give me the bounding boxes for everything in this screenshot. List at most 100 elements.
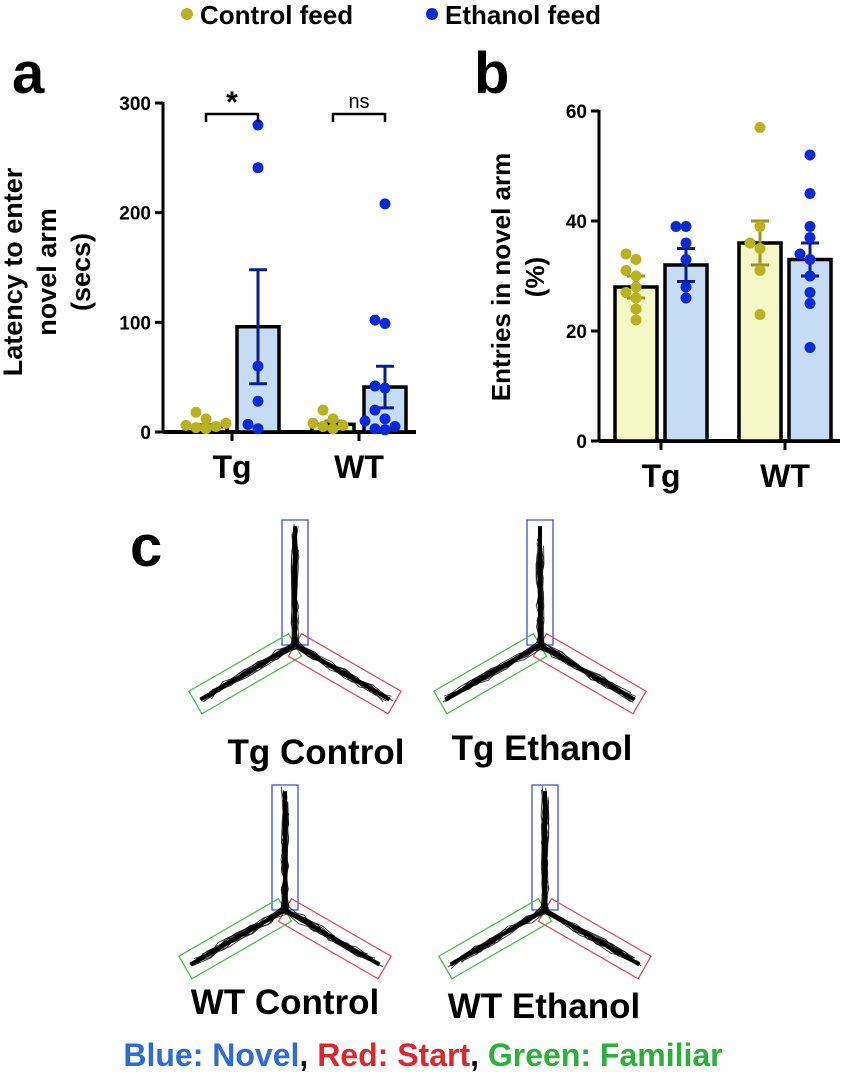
panel-b-data-point (630, 314, 642, 326)
panel-b-y-tick-label: 0 (576, 432, 587, 453)
panel-b-data-point (754, 309, 766, 320)
panel-a-data-point (220, 417, 232, 429)
maze-wt-ethanol (438, 784, 652, 980)
legend-ethanol-label: Ethanol feed (445, 0, 601, 30)
legend-ethanol-dot (426, 8, 438, 20)
panel-b-data-point (804, 270, 816, 282)
panel-a-data-point (369, 404, 381, 416)
panel-b-data-point (754, 265, 766, 276)
panel-a-significance-label: * (226, 86, 238, 119)
panel-b-ylabel-line2: (%) (520, 257, 550, 297)
legend-control-label: Control feed (200, 0, 353, 30)
panel-a-data-point (337, 419, 349, 431)
panel-a-data-point (389, 421, 401, 433)
panel-a-data-point (252, 119, 264, 131)
panel-b-y-tick-label: 60 (566, 102, 587, 123)
track-images (178, 519, 652, 980)
track-label-wt-control: WT Control (191, 983, 380, 1022)
panel-a-data-point (359, 415, 371, 427)
panel-b-data-point (804, 188, 816, 199)
panel-a-y-tick-label: 0 (140, 423, 151, 444)
key-novel: Blue: Novel (123, 1037, 299, 1073)
panel-b-x-tick-label: WT (760, 458, 810, 494)
panel-a-data-point (210, 421, 222, 433)
panel-b-data-point (804, 298, 816, 309)
panel-b-data-point (804, 221, 816, 232)
panel-b-data-point (804, 342, 816, 353)
panel-a-data-point (252, 395, 264, 407)
panel-a-data-point (307, 417, 319, 429)
panel-b-y-tick-label: 20 (566, 322, 587, 343)
panel-b-data-point (680, 237, 692, 249)
panel-a-data-point (379, 317, 391, 329)
panel-c-letter: c (130, 514, 162, 579)
panel-b-letter: b (474, 41, 509, 106)
key-sep-2: , (470, 1037, 488, 1073)
panel-a-data-point (327, 413, 339, 425)
panel-b-data-point (754, 243, 766, 254)
panel-a-letter: a (12, 41, 45, 106)
panel-b-data-point (754, 122, 766, 133)
panel-a-y-tick-label: 300 (119, 94, 151, 115)
panel-a-data-point (317, 404, 329, 416)
panel-a-ylabel: Latency to enter novel arm (secs) (0, 167, 96, 376)
key-sep-1: , (299, 1037, 317, 1073)
panel-a-data-point (379, 382, 391, 394)
panel-b-ylabel: Entries in novel arm (%) (486, 153, 550, 402)
panel-b-data-point (670, 221, 682, 232)
panel-b-data-point (804, 287, 816, 298)
panel-a-x-tick-label: WT (334, 449, 384, 485)
chart-b: 0 20 40 60 Tg WT (566, 102, 840, 494)
panel-a-ylabel-line1: Latency to enter (0, 167, 28, 376)
panel-b-data-point (804, 149, 816, 161)
panel-a-data-point (369, 423, 381, 435)
track-label-tg-ethanol: Tg Ethanol (452, 729, 633, 768)
arm-color-key: Blue: Novel, Red: Start, Green: Familiar (123, 1037, 722, 1073)
panel-b-data-point (680, 292, 692, 304)
panel-a-significance-bracket: * (204, 86, 260, 122)
panel-a-y-tick-label: 100 (119, 313, 151, 334)
panel-a-data-point (379, 198, 391, 210)
maze-wt-control (178, 784, 392, 980)
panel-a-data-point (327, 423, 339, 435)
panel-a-data-point (369, 314, 381, 326)
panel-a-data-point (252, 162, 264, 174)
panel-b-data-point (630, 303, 642, 315)
chart-a: 0 100 200 300 Tg WT * ns (119, 86, 416, 485)
panel-b-data-point (804, 254, 816, 265)
panel-a-y-tick-label: 200 (119, 204, 151, 225)
panel-a-data-point (379, 413, 391, 425)
panel-b-data-point (680, 221, 692, 232)
maze-tg-control (188, 519, 402, 715)
panel-a-data-point (379, 424, 391, 436)
panel-b-data-point (804, 232, 816, 243)
panel-b-data-point (794, 248, 806, 260)
track-label-wt-ethanol: WT Ethanol (448, 987, 640, 1026)
key-familiar: Green: Familiar (488, 1037, 723, 1073)
legend: Control feed Ethanol feed (181, 0, 601, 30)
panel-b-data-point (630, 270, 642, 282)
panel-a-significance-label: ns (348, 91, 369, 113)
panel-a-data-point (190, 406, 202, 418)
track-label-tg-control: Tg Control (228, 733, 405, 772)
panel-b-x-tick-label: Tg (641, 458, 680, 494)
panel-b-data-point (754, 221, 766, 232)
panel-a-data-point (242, 418, 254, 430)
panel-a-data-point (252, 423, 264, 435)
panel-a-significance-bracket: ns (331, 91, 387, 122)
panel-a-x-tick-label: Tg (212, 449, 251, 485)
panel-b-data-point (680, 254, 692, 265)
panel-a-ylabel-line2: novel arm (32, 208, 62, 336)
panel-b-data-point (744, 237, 756, 249)
maze-tg-ethanol (433, 519, 647, 715)
panel-a-data-point (200, 413, 212, 425)
panel-b-data-point (630, 281, 642, 293)
panel-a-data-point (369, 380, 381, 392)
legend-control-dot (181, 8, 193, 20)
panel-b-data-point (630, 292, 642, 304)
panel-b-data-point (620, 248, 632, 260)
panel-a-data-point (252, 360, 264, 372)
panel-b-data-point (620, 287, 632, 298)
panel-b-data-point (620, 265, 632, 276)
